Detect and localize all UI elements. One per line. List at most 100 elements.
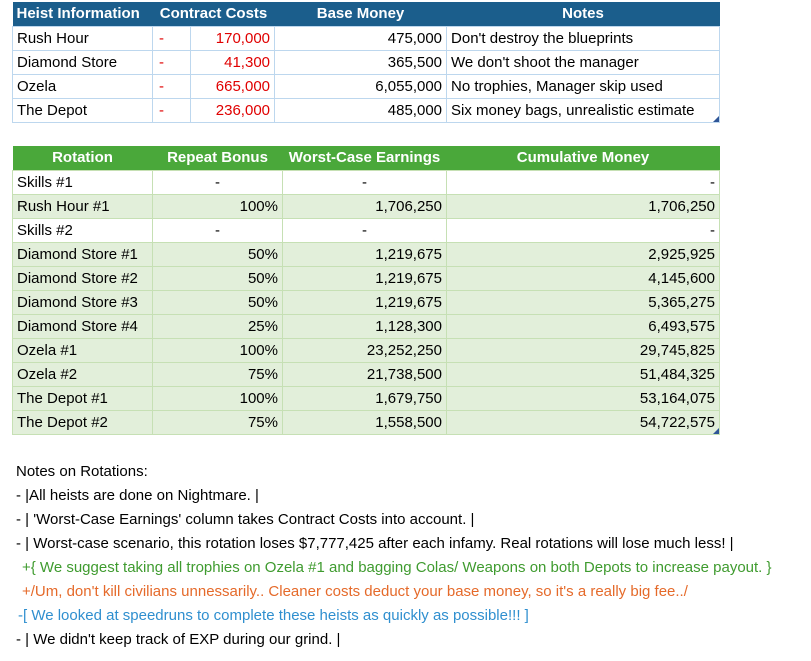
rotation-cell[interactable]: Skills #2 xyxy=(12,217,153,243)
repeat-bonus-cell[interactable]: - xyxy=(152,217,283,243)
notes-cell[interactable]: We don't shoot the manager xyxy=(446,49,721,75)
cumulative-money-cell[interactable]: 5,365,275 xyxy=(446,289,720,315)
header-heist-information[interactable]: Heist Information xyxy=(12,2,153,26)
rotation-cell[interactable]: Diamond Store #4 xyxy=(12,313,153,339)
heist-name-cell[interactable]: Ozela xyxy=(12,73,153,99)
worst-case-earnings-cell[interactable]: - xyxy=(282,169,447,195)
heist-name-cell[interactable]: The Depot xyxy=(12,97,153,123)
rotation-cell[interactable]: Diamond Store #2 xyxy=(12,265,153,291)
repeat-bonus-cell[interactable]: 75% xyxy=(152,409,283,435)
header-repeat-bonus[interactable]: Repeat Bonus xyxy=(152,146,283,170)
table-resize-handle[interactable] xyxy=(713,428,719,434)
contract-cost-cell[interactable]: 236,000 xyxy=(189,97,276,123)
cumulative-money-cell[interactable]: 4,145,600 xyxy=(446,265,720,291)
base-money-cell[interactable]: 6,055,000 xyxy=(274,73,448,99)
notes-cell[interactable]: Six money bags, unrealistic estimate xyxy=(446,97,721,123)
cumulative-money-cell[interactable]: 2,925,925 xyxy=(446,241,720,267)
repeat-bonus-cell[interactable]: 75% xyxy=(152,361,283,387)
notes-cell[interactable]: Don't destroy the blueprints xyxy=(446,25,721,51)
table-row: The Depot -236,000 485,000 Six money bags, … xyxy=(12,97,721,123)
rotation-cell[interactable]: Rush Hour #1 xyxy=(12,193,153,219)
contract-cost-cell[interactable]: 170,000 xyxy=(189,25,276,51)
cumulative-money-cell[interactable]: 29,745,825 xyxy=(446,337,720,363)
rotation-cell[interactable]: Diamond Store #3 xyxy=(12,289,153,315)
rotation-table: Rotation Repeat Bonus Worst-Case Earning… xyxy=(12,146,720,435)
repeat-bonus-cell[interactable]: - xyxy=(152,169,283,195)
repeat-bonus-cell[interactable]: 50% xyxy=(152,241,283,267)
repeat-bonus-cell[interactable]: 25% xyxy=(152,313,283,339)
repeat-bonus-cell[interactable]: 100% xyxy=(152,337,283,363)
header-notes[interactable]: Notes xyxy=(446,2,720,26)
table-row: Skills #1- - - xyxy=(12,169,720,195)
worst-case-earnings-cell[interactable]: 1,128,300 xyxy=(282,313,447,339)
contract-cost-cell[interactable]: 41,300 xyxy=(189,49,276,75)
heist-name-cell[interactable]: Rush Hour xyxy=(12,25,153,51)
cumulative-money-cell[interactable]: - xyxy=(446,169,720,195)
table-row: The Depot #1 100% 1,679,750 53,164,075 xyxy=(12,385,720,411)
rotation-cell[interactable]: The Depot #1 xyxy=(12,385,153,411)
note-line: - |All heists are done on Nightmare. | xyxy=(16,487,259,504)
worst-case-earnings-cell[interactable]: 1,219,675 xyxy=(282,241,447,267)
table-row: Ozela #1 100% 23,252,250 29,745,825 xyxy=(12,337,720,363)
cumulative-money-cell[interactable]: 53,164,075 xyxy=(446,385,720,411)
table-row: Diamond Store #1 50% 1,219,675 2,925,925 xyxy=(12,241,720,267)
table-row: Rush Hour #1 100% 1,706,250 1,706,250 xyxy=(12,193,720,219)
base-money-cell[interactable]: 365,500 xyxy=(274,49,448,75)
contract-dash-cell[interactable]: - xyxy=(152,49,191,75)
cumulative-money-cell[interactable]: 6,493,575 xyxy=(446,313,720,339)
table-row: Diamond Store #3 50% 1,219,675 5,365,275 xyxy=(12,289,720,315)
repeat-bonus-cell[interactable]: 50% xyxy=(152,265,283,291)
contract-cost-cell[interactable]: 665,000 xyxy=(189,73,276,99)
note-line: +/Um, don't kill civilians unnessarily..… xyxy=(22,583,688,600)
worst-case-earnings-cell[interactable]: - xyxy=(282,217,447,243)
notes-cell[interactable]: No trophies, Manager skip used xyxy=(446,73,721,99)
header-worst-case-earnings[interactable]: Worst-Case Earnings xyxy=(282,146,447,170)
rotation-cell[interactable]: Skills #1 xyxy=(12,169,153,195)
rotation-cell[interactable]: Diamond Store #1 xyxy=(12,241,153,267)
note-line: - | We didn't keep track of EXP during o… xyxy=(16,631,341,648)
header-contract-costs[interactable]: Contract Costs xyxy=(152,2,275,26)
notes-title: Notes on Rotations: xyxy=(16,463,148,480)
note-line: +{ We suggest taking all trophies on Oze… xyxy=(22,559,772,576)
contract-dash-cell[interactable]: - xyxy=(152,73,191,99)
note-line: -[ We looked at speedruns to complete th… xyxy=(18,607,529,624)
contract-dash-cell[interactable]: - xyxy=(152,25,191,51)
rotation-cell[interactable]: Ozela #1 xyxy=(12,337,153,363)
contract-dash-cell[interactable]: - xyxy=(152,97,191,123)
cumulative-money-cell[interactable]: 51,484,325 xyxy=(446,361,720,387)
cumulative-money-cell[interactable]: - xyxy=(446,217,720,243)
table-resize-handle[interactable] xyxy=(713,116,719,122)
worst-case-earnings-cell[interactable]: 23,252,250 xyxy=(282,337,447,363)
worst-case-earnings-cell[interactable]: 1,679,750 xyxy=(282,385,447,411)
worst-case-earnings-cell[interactable]: 1,558,500 xyxy=(282,409,447,435)
rotation-table-header-row: Rotation Repeat Bonus Worst-Case Earning… xyxy=(12,146,720,170)
repeat-bonus-cell[interactable]: 100% xyxy=(152,385,283,411)
repeat-bonus-cell[interactable]: 100% xyxy=(152,193,283,219)
table-row: Ozela #2 75% 21,738,500 51,484,325 xyxy=(12,361,720,387)
header-base-money[interactable]: Base Money xyxy=(274,2,447,26)
header-cumulative-money[interactable]: Cumulative Money xyxy=(446,146,720,170)
worst-case-earnings-cell[interactable]: 1,219,675 xyxy=(282,289,447,315)
rotation-cell[interactable]: Ozela #2 xyxy=(12,361,153,387)
table-row: Rush Hour -170,000 475,000 Don't destroy th… xyxy=(12,25,721,51)
cumulative-money-cell[interactable]: 54,722,575 xyxy=(446,409,720,435)
note-line: - | Worst-case scenario, this rotation l… xyxy=(16,535,734,552)
worst-case-earnings-cell[interactable]: 1,219,675 xyxy=(282,265,447,291)
heist-name-cell[interactable]: Diamond Store xyxy=(12,49,153,75)
repeat-bonus-cell[interactable]: 50% xyxy=(152,289,283,315)
table-row: Diamond Store #2 50% 1,219,675 4,145,600 xyxy=(12,265,720,291)
base-money-cell[interactable]: 475,000 xyxy=(274,25,448,51)
note-line: - | 'Worst-Case Earnings' column takes C… xyxy=(16,511,475,528)
worst-case-earnings-cell[interactable]: 21,738,500 xyxy=(282,361,447,387)
table-row: Skills #2- - - xyxy=(12,217,720,243)
table-row: Diamond Store #4 25% 1,128,300 6,493,575 xyxy=(12,313,720,339)
cumulative-money-cell[interactable]: 1,706,250 xyxy=(446,193,720,219)
heist-information-table: Heist Information Contract Costs Base Mo… xyxy=(12,2,721,123)
table-row: The Depot #2 75% 1,558,500 54,722,575 xyxy=(12,409,720,435)
base-money-cell[interactable]: 485,000 xyxy=(274,97,448,123)
table-row: Ozela -665,000 6,055,000 No trophies, Manag… xyxy=(12,73,721,99)
rotation-cell[interactable]: The Depot #2 xyxy=(12,409,153,435)
header-rotation[interactable]: Rotation xyxy=(12,146,153,170)
worst-case-earnings-cell[interactable]: 1,706,250 xyxy=(282,193,447,219)
table-row: Diamond Store -41,300 365,500 We don't shoo… xyxy=(12,49,721,75)
